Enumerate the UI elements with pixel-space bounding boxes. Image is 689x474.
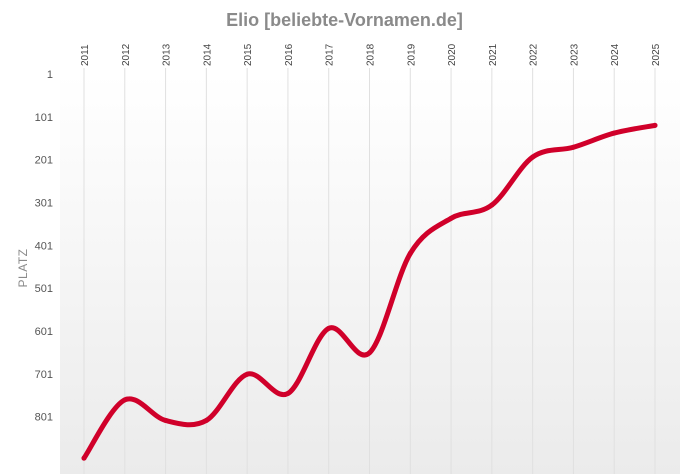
- y-tick-label: 301: [35, 197, 53, 209]
- x-tick-label: 2023: [569, 43, 580, 66]
- x-tick-label: 2015: [243, 43, 254, 66]
- x-tick-label: 2019: [406, 43, 417, 66]
- y-axis-label: PLATZ: [16, 249, 30, 288]
- x-tick-label: 2018: [366, 43, 377, 66]
- y-tick-label: 501: [35, 283, 53, 295]
- data-point-2012: [122, 397, 128, 403]
- data-point-2016: [285, 390, 291, 396]
- x-tick-label: 2012: [121, 43, 132, 66]
- y-axis-ticks: 1 101 201 301 401 501 601 701 801: [35, 69, 53, 424]
- y-tick-label: 701: [35, 369, 53, 381]
- data-point-2025: [652, 122, 658, 128]
- y-tick-label: 401: [35, 240, 53, 252]
- y-tick-label: 201: [35, 155, 53, 167]
- x-tick-label: 2011: [80, 44, 91, 66]
- x-tick-label: 2020: [447, 43, 458, 66]
- x-axis-ticks: 2011 2012 2013 2014 2015 2016 2017 2018 2019 2020…: [80, 43, 662, 66]
- y-tick-label: 801: [35, 412, 53, 424]
- y-tick-label: 1: [47, 69, 53, 81]
- series-lines: [81, 122, 658, 461]
- data-point-2021: [489, 202, 495, 208]
- data-point-2018: [367, 350, 372, 356]
- data-point-2022: [530, 154, 536, 160]
- data-point-2023: [570, 144, 576, 150]
- data-point-2013: [163, 417, 169, 423]
- data-point-2015: [244, 371, 250, 377]
- data-point-2020: [448, 215, 454, 221]
- data-point-2019: [407, 250, 413, 256]
- x-tick-label: 2013: [162, 43, 173, 66]
- y-tick-label: 101: [35, 112, 53, 124]
- x-tick-label: 2022: [529, 43, 540, 66]
- x-tick-label: 2014: [202, 43, 213, 66]
- data-point-2014: [203, 417, 209, 423]
- y-tick-label: 601: [35, 326, 53, 338]
- x-tick-label: 2016: [284, 43, 295, 66]
- chart-title: Elio [beliebte-Vornamen.de]: [226, 10, 463, 30]
- x-tick-label: 2024: [610, 43, 621, 66]
- x-tick-label: 2025: [651, 43, 662, 66]
- data-point-2017: [326, 325, 332, 331]
- x-tick-label: 2017: [325, 43, 336, 66]
- data-point-2024: [611, 130, 617, 136]
- x-tick-label: 2021: [488, 43, 499, 66]
- data-point-2011: [81, 455, 87, 461]
- grid-lines: [83, 68, 656, 474]
